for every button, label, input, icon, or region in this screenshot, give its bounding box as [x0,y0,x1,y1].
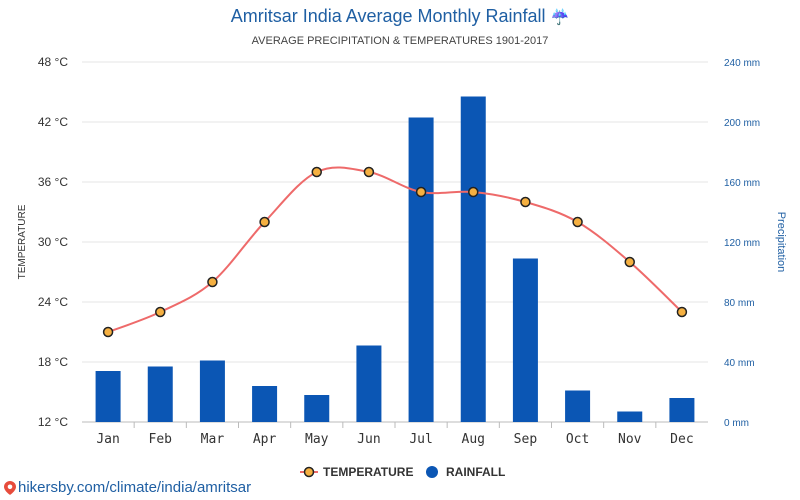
right-axis-tick-label: 240 mm [724,58,760,69]
axes: 12 °C 18 °C 24 °C 30 °C 36 °C 42 °C 48 °C 0 mm 4… [17,55,787,447]
legend-rainfall-marker [426,466,438,478]
x-axis-tick-label: Sep [514,432,538,447]
right-axis-title: Precipitation [775,212,787,273]
legend-rainfall-label[interactable]: RAINFALL [446,465,505,479]
rainfall-bar[interactable] [252,386,278,422]
footer-link-text: hikersby.com/climate/india/amritsar [18,479,252,496]
temperature-point[interactable] [415,186,427,198]
rainfall-bar[interactable] [512,258,538,423]
location-pin-icon [4,480,16,495]
x-axis-tick-label: Apr [253,432,277,447]
chart-title-text: Amritsar India Average Monthly Rainfall [230,6,546,26]
temperature-point[interactable] [676,306,688,318]
temperature-point[interactable] [311,166,322,178]
temperature-line-path [107,166,683,333]
x-axis-tick-label: Jan [96,432,119,447]
rainfall-bar[interactable] [408,117,434,423]
temperature-line [102,166,688,338]
temperature-point[interactable] [624,256,635,268]
temperature-point[interactable] [259,216,270,228]
right-axis-tick-label: 160 mm [724,178,760,189]
x-axis-tick-label: Oct [566,432,589,447]
x-axis-tick-label: Jul [409,432,432,447]
left-axis-tick-label: 24 °C [38,295,68,309]
x-axis-tick-label: Jun [357,432,380,447]
rainfall-bar[interactable] [147,366,173,423]
umbrella-rain-icon: ☔ [550,9,570,26]
left-axis-tick-label: 30 °C [38,235,68,249]
chart-subtitle: AVERAGE PRECIPITATION & TEMPERATURES 190… [251,35,549,47]
temperature-point[interactable] [468,186,479,198]
rainfall-bar[interactable] [304,395,330,422]
rainfall-bar[interactable] [669,398,695,422]
right-axis-tick-label: 0 mm [724,418,749,429]
rainfall-bars [95,96,695,423]
x-axis-tick-label: Dec [670,432,693,447]
legend-temperature-label[interactable]: TEMPERATURE [323,465,413,479]
footer-source-link[interactable]: hikersby.com/climate/india/amritsar [4,479,251,496]
x-axis-tick-label: Aug [462,432,485,447]
rainfall-bar[interactable] [460,96,486,423]
temperature-point[interactable] [520,196,531,208]
rainfall-bar[interactable] [95,371,121,422]
left-axis-tick-label: 12 °C [38,415,68,429]
rainfall-bar[interactable] [565,390,591,423]
right-axis-tick-label: 200 mm [724,118,760,129]
left-axis-tick-label: 18 °C [38,355,68,369]
rainfall-bar[interactable] [199,360,225,423]
temperature-point[interactable] [363,166,375,178]
right-axis-tick-label: 80 mm [724,298,755,309]
temperature-point[interactable] [572,216,583,228]
right-axis-tick-label: 40 mm [724,358,755,369]
legend-temperature-marker [303,466,315,478]
x-axis-tick-label: Nov [618,432,642,447]
temperature-point[interactable] [207,276,218,288]
left-axis-tick-label: 36 °C [38,175,68,189]
rainfall-bar[interactable] [356,345,382,423]
right-axis-tick-label: 120 mm [724,238,760,249]
grid-lines [82,61,708,423]
rainfall-bar[interactable] [617,411,643,423]
temperature-point[interactable] [102,326,114,338]
left-axis-title: TEMPERATURE [17,204,28,279]
left-axis-tick-label: 48 °C [38,55,68,69]
x-axis-tick-label: May [305,432,329,447]
left-axis-tick-label: 42 °C [38,115,68,129]
chart-title: Amritsar India Average Monthly Rainfall … [0,6,800,27]
legend: TEMPERATURE RAINFALL [300,465,505,479]
x-axis-tick-label: Mar [201,432,225,447]
temperature-point[interactable] [155,306,166,318]
x-axis-tick-label: Feb [149,432,173,447]
